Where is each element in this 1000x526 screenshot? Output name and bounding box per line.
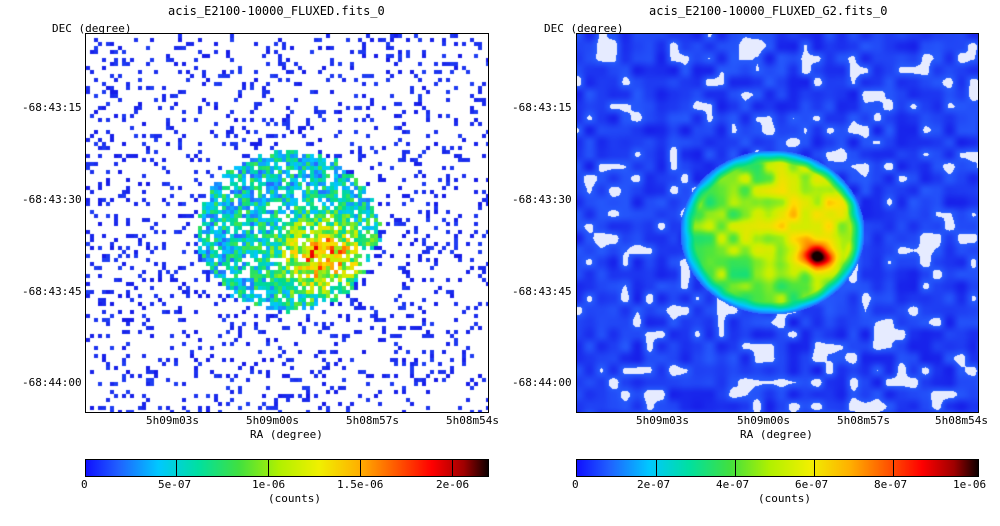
left-colorbar-tick-2: 1e-06 bbox=[252, 478, 286, 491]
right-colorbar-tick-4: 8e-07 bbox=[874, 478, 908, 491]
left-image-frame[interactable] bbox=[85, 33, 489, 413]
left-ytick-2: -68:43:45 bbox=[22, 285, 82, 298]
right-ytick-2: -68:43:45 bbox=[512, 285, 572, 298]
left-xtick-1: 5h09m00s bbox=[246, 414, 299, 427]
left-colorbar-label: (counts) bbox=[268, 492, 321, 505]
right-ra-axis-label: RA (degree) bbox=[740, 428, 813, 441]
right-image-frame[interactable] bbox=[576, 33, 979, 413]
right-ytick-1: -68:43:30 bbox=[512, 193, 572, 206]
left-colorbar-tick-mark bbox=[452, 460, 453, 476]
left-colorbar-tick-0: 0 bbox=[81, 478, 88, 491]
left-ytick-3: -68:44:00 bbox=[22, 376, 82, 389]
left-colorbar-tick-mark bbox=[268, 460, 269, 476]
left-colorbar-tick-mark bbox=[176, 460, 177, 476]
right-colorbar-tick-2: 4e-07 bbox=[716, 478, 750, 491]
right-colorbar-tick-mark bbox=[893, 460, 894, 476]
right-xtick-2: 5h08m57s bbox=[837, 414, 890, 427]
left-colorbar bbox=[85, 459, 489, 477]
right-xtick-0: 5h09m03s bbox=[636, 414, 689, 427]
left-colorbar-tick-3: 1.5e-06 bbox=[337, 478, 384, 491]
right-colorbar-tick-1: 2e-07 bbox=[637, 478, 671, 491]
right-ytick-0: -68:43:15 bbox=[512, 101, 572, 114]
right-dec-axis-label: DEC (degree) bbox=[544, 22, 624, 35]
right-colorbar-tick-3: 6e-07 bbox=[795, 478, 829, 491]
right-colorbar-tick-5: 1e-06 bbox=[953, 478, 987, 491]
right-colorbar-tick-0: 0 bbox=[572, 478, 579, 491]
left-image-canvas[interactable] bbox=[86, 34, 488, 412]
right-ytick-3: -68:44:00 bbox=[512, 376, 572, 389]
left-xtick-2: 5h08m57s bbox=[346, 414, 399, 427]
left-colorbar-tick-1: 5e-07 bbox=[158, 478, 192, 491]
left-ytick-1: -68:43:30 bbox=[22, 193, 82, 206]
right-colorbar-tick-mark bbox=[656, 460, 657, 476]
left-ra-axis-label: RA (degree) bbox=[250, 428, 323, 441]
left-xtick-3: 5h08m54s bbox=[446, 414, 499, 427]
left-dec-axis-label: DEC (degree) bbox=[52, 22, 132, 35]
left-ytick-0: -68:43:15 bbox=[22, 101, 82, 114]
left-panel-title: acis_E2100-10000_FLUXED.fits_0 bbox=[168, 4, 385, 18]
left-xtick-0: 5h09m03s bbox=[146, 414, 199, 427]
right-colorbar-tick-mark bbox=[814, 460, 815, 476]
right-colorbar-label: (counts) bbox=[758, 492, 811, 505]
right-colorbar-tick-mark bbox=[735, 460, 736, 476]
left-colorbar-tick-4: 2e-06 bbox=[436, 478, 470, 491]
right-colorbar bbox=[576, 459, 979, 477]
right-xtick-1: 5h09m00s bbox=[737, 414, 790, 427]
right-xtick-3: 5h08m54s bbox=[935, 414, 988, 427]
left-colorbar-tick-mark bbox=[360, 460, 361, 476]
right-panel-title: acis_E2100-10000_FLUXED_G2.fits_0 bbox=[649, 4, 888, 18]
right-image-canvas[interactable] bbox=[577, 34, 978, 412]
